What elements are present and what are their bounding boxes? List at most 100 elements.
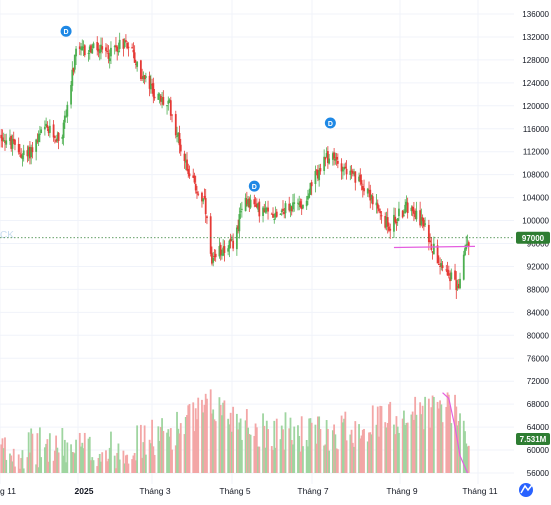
candle-body — [36, 140, 39, 142]
volume-bar — [123, 463, 126, 473]
volume-bar — [288, 428, 291, 473]
dividend-marker-icon[interactable]: D — [248, 180, 260, 192]
candle-body — [214, 253, 217, 258]
candle-body — [2, 140, 5, 142]
candle-body — [83, 45, 86, 56]
candle-body — [368, 190, 370, 192]
volume-bar — [46, 439, 49, 473]
candle-body — [439, 265, 441, 267]
volume-bar — [116, 452, 119, 473]
candle-body — [187, 168, 190, 174]
candle-body — [328, 158, 331, 164]
candle-body — [71, 69, 74, 86]
volume-bar — [139, 424, 142, 473]
candle-body — [161, 98, 163, 102]
candle-body — [297, 202, 299, 204]
volume-bar — [410, 414, 413, 473]
volume-bar — [118, 459, 121, 473]
candle-body — [273, 218, 276, 220]
candle-body — [446, 269, 449, 276]
candle-body — [240, 208, 243, 210]
candle-body — [90, 45, 92, 53]
candle-body — [248, 198, 251, 208]
volume-bar — [420, 414, 423, 473]
volume-bar — [22, 468, 25, 473]
candle-body — [370, 195, 373, 200]
volume-bar — [467, 445, 470, 473]
candle-body — [245, 199, 248, 205]
volume-bar — [466, 446, 469, 473]
volume-bar — [379, 405, 382, 473]
candle-body — [46, 125, 49, 129]
volume-bar — [341, 422, 344, 473]
candle-body — [385, 217, 388, 228]
price-tick-label: 88000 — [527, 285, 550, 294]
tradingview-logo-icon[interactable] — [519, 483, 533, 497]
candle-body — [326, 151, 329, 163]
time-axis-panel[interactable] — [0, 484, 551, 500]
candle-body — [410, 207, 413, 212]
candle-body — [403, 215, 405, 217]
candle-body — [65, 116, 67, 118]
volume-bar — [11, 461, 14, 473]
volume-bar — [336, 449, 339, 473]
volume-bar — [255, 427, 258, 473]
volume-bar — [388, 404, 390, 473]
volume-bar — [167, 429, 170, 473]
volume-bar — [360, 435, 363, 473]
candle-body — [432, 243, 435, 255]
candle-body — [376, 203, 379, 209]
volume-bar — [192, 402, 195, 473]
volume-bar — [354, 421, 357, 473]
volume-bar — [149, 443, 152, 473]
candle-body — [404, 204, 407, 214]
volume-bar — [98, 453, 101, 473]
candle-body — [1, 137, 4, 142]
volume-bar — [186, 415, 188, 473]
candle-body — [31, 147, 34, 153]
candle-body — [27, 147, 30, 157]
volume-bar — [324, 444, 327, 473]
candle-body — [310, 182, 313, 187]
candle-body — [141, 77, 144, 79]
volume-bar — [293, 426, 296, 473]
candle-body — [126, 42, 129, 49]
volume-bar — [432, 396, 435, 473]
volume-bar — [188, 404, 191, 473]
candle-body — [149, 83, 152, 90]
price-tick-label: 128000 — [522, 56, 549, 65]
candle-body — [290, 206, 293, 212]
candle-body — [72, 67, 75, 72]
candle-body — [57, 132, 60, 142]
dividend-marker-icon[interactable]: D — [324, 117, 336, 129]
price-tick-label: 68000 — [527, 400, 550, 409]
candle-body — [275, 211, 278, 217]
volume-bar — [96, 466, 99, 473]
volume-bar — [393, 424, 395, 473]
volume-bar — [223, 400, 226, 473]
volume-bar — [91, 457, 94, 473]
volume-bar — [53, 450, 56, 473]
support-line[interactable] — [393, 245, 475, 249]
volume-bar — [445, 406, 448, 473]
volume-bar — [19, 468, 21, 473]
volume-bar — [90, 460, 92, 473]
dividend-marker-icon[interactable]: D — [60, 25, 72, 37]
candle-body — [386, 217, 389, 227]
candle-body — [96, 41, 99, 51]
volume-bar — [334, 434, 337, 473]
candle-body — [401, 210, 404, 218]
volume-bar — [211, 413, 213, 473]
candle-body — [166, 105, 168, 107]
volume-bar — [14, 466, 16, 473]
volume-bar — [465, 443, 468, 473]
candle-body — [40, 129, 43, 134]
volume-bar — [247, 427, 249, 473]
volume-bar — [228, 424, 231, 473]
candle-body — [35, 139, 38, 152]
candle-body — [132, 49, 135, 53]
volume-bar — [72, 452, 75, 473]
volume-bar — [264, 447, 267, 473]
price-tick-label: 124000 — [522, 79, 549, 88]
